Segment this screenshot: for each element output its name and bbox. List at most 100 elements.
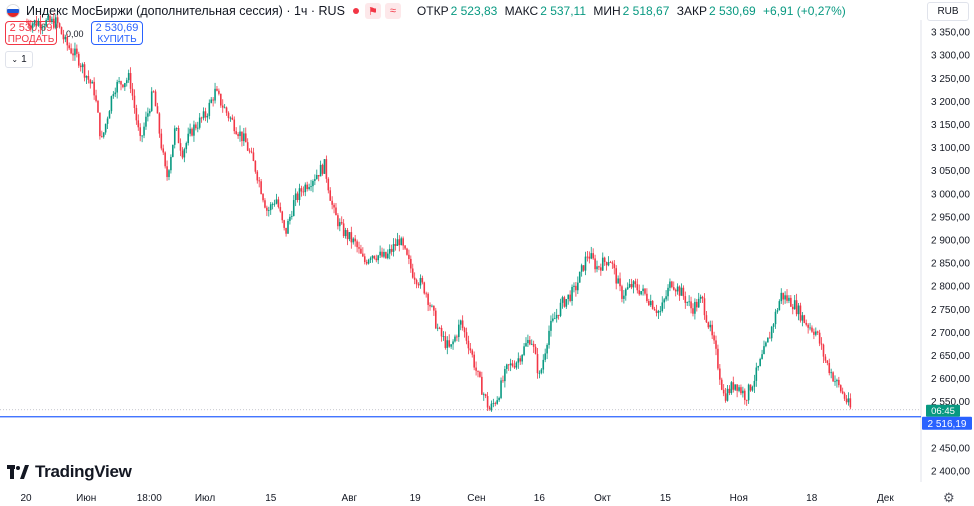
candle-body [148,110,151,114]
flag-icon[interactable]: ⚑ [364,3,381,19]
candle-body [206,115,209,118]
candle-body [427,293,429,305]
candle-body [35,20,38,26]
candle-body [594,258,596,270]
candle-body [649,301,652,306]
settings-gear-icon[interactable]: ⚙ [943,490,955,505]
candle-body [62,34,65,40]
candle-body [584,256,587,271]
alert-icon[interactable]: ≈ [384,3,401,19]
candle-body [124,83,126,88]
candle-body [302,191,305,193]
ohlc-values: ОТКР 2 523,83 МАКС 2 537,11 МИН 2 518,67 ЗА… [413,4,846,18]
candle-body [118,81,120,82]
candle-body [657,311,660,313]
candle-body [626,287,629,290]
candle-body [642,288,644,292]
y-tick-label: 2 750,00 [931,305,970,316]
tradingview-logo[interactable]: TradingView [7,462,132,482]
candle-body [277,199,280,208]
candle-body [246,142,249,151]
buy-button[interactable]: 2 530,69 КУПИТЬ [91,21,143,45]
x-tick-label: 19 [410,493,422,504]
candle-body [283,220,285,228]
candle-body [193,124,195,136]
candle-body [536,354,539,374]
candle-body [765,342,767,347]
candle-body [815,331,817,335]
candle-body [168,170,170,178]
candle-body [33,20,36,24]
candle-body [415,279,418,285]
candle-body [442,336,445,338]
symbol-title[interactable]: Индекс МосБиржи (дополнительная сессия) … [26,4,345,18]
candle-body [793,300,796,310]
candle-body [143,126,145,136]
y-tick-label: 3 350,00 [931,28,970,39]
candle-body [344,230,347,237]
candle-body [655,310,658,313]
candle-body [732,382,735,390]
candle-body [669,281,671,288]
candle-body [310,186,312,188]
candle-body [70,48,72,54]
candle-body [388,248,391,254]
candle-body [646,293,648,302]
candle-body [196,127,199,129]
candle-body [400,238,403,246]
currency-button[interactable]: RUB [927,2,969,21]
candle-body [423,282,426,294]
candle-body [97,100,99,113]
candle-body [244,133,247,143]
candle-body [129,73,132,89]
candle-body [239,131,241,137]
candle-body [170,156,172,171]
candle-body [791,306,794,310]
candle-body [367,259,370,264]
candle-body [227,112,230,119]
candle-body [717,348,719,369]
x-tick-label: Июн [76,493,96,504]
candle-body [373,255,376,259]
candle-body [745,400,748,401]
candle-body [621,286,623,299]
candle-body [417,284,420,286]
candle-body [271,203,274,205]
candle-body [273,203,276,205]
candle-body [513,366,516,368]
candle-body [175,128,178,129]
candle-body [519,358,522,362]
candle-body [250,151,253,153]
candle-body [544,353,546,360]
candle-body [306,184,308,190]
x-tick-label: Сен [467,493,485,504]
candle-body [615,268,617,284]
candle-body [314,179,316,181]
candle-body [552,318,554,321]
candle-body [688,301,690,303]
volume-toggle-button[interactable]: ⌄ 1 [5,51,33,68]
candle-body [696,301,698,308]
candle-body [210,99,213,103]
candle-body [104,123,107,133]
candle-body [532,343,535,347]
candle-body [47,16,49,21]
candle-body [772,324,775,327]
candle-body [375,258,378,261]
x-tick-label: Ноя [730,493,748,504]
candle-body [448,340,451,347]
y-tick-label: 3 150,00 [931,120,970,131]
candle-body [43,26,46,28]
candle-body [465,332,468,341]
candle-body [816,331,819,333]
countdown-label: 06:45 [931,406,955,417]
candle-body [221,105,224,108]
countdown-label-bg [926,404,960,417]
candle-body [588,256,591,259]
candle-body [390,248,393,252]
y-tick-label: 2 900,00 [931,235,970,246]
candle-body [607,262,610,266]
candle-body [26,22,28,24]
candle-body [183,149,186,158]
